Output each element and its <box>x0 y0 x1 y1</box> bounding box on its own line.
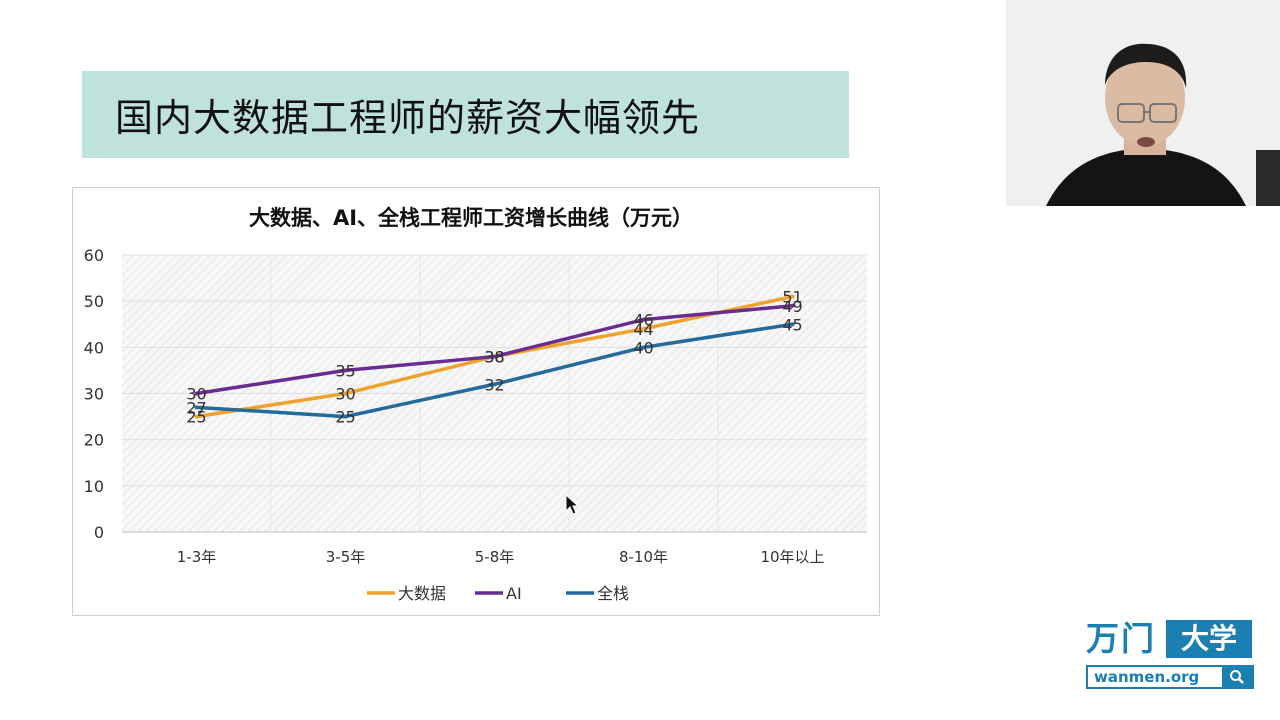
data-point <box>641 326 646 331</box>
data-point <box>790 322 795 327</box>
legend-item: 全栈 <box>566 584 629 603</box>
data-point <box>641 317 646 322</box>
data-label: 44 <box>633 320 653 339</box>
chart-svg: 大数据、AI、全栈工程师工资增长曲线（万元） 0 10 20 30 40 50 60 1-3年… <box>84 206 867 603</box>
data-label: 35 <box>335 361 355 380</box>
data-point <box>194 414 199 419</box>
slide-title: 国内大数据工程师的薪资大幅领先 <box>115 96 701 140</box>
logo-badge: 大学 <box>1166 620 1252 658</box>
y-tick-label: 0 <box>94 523 104 542</box>
data-label: 38 <box>484 348 504 367</box>
slide-title-banner: 国内大数据工程师的薪资大幅领先 <box>82 71 849 158</box>
data-point <box>194 405 199 410</box>
data-point <box>343 368 348 373</box>
data-label: 25 <box>335 408 355 427</box>
legend-item: AI <box>475 584 522 603</box>
presenter-image <box>1006 0 1280 206</box>
data-point <box>194 391 199 396</box>
x-tick-label: 5-8年 <box>475 548 515 566</box>
data-label: 46 <box>633 311 653 330</box>
data-point <box>492 354 497 359</box>
wanmen-logo: 万门 大学 wanmen.org <box>1086 620 1254 694</box>
y-tick-label: 10 <box>84 477 104 496</box>
webcam-feed <box>1006 0 1280 206</box>
y-tick-label: 40 <box>84 338 104 357</box>
y-tick-label: 60 <box>84 246 104 265</box>
data-label: 51 <box>782 288 802 307</box>
data-point <box>343 391 348 396</box>
data-point <box>492 382 497 387</box>
data-point <box>790 303 795 308</box>
x-tick-label: 1-3年 <box>177 548 217 566</box>
y-tick-label: 50 <box>84 292 104 311</box>
logo-glyph: 万门 <box>1086 619 1156 658</box>
legend-label: AI <box>506 584 522 603</box>
legend-label: 大数据 <box>398 584 446 603</box>
x-tick-label: 10年以上 <box>760 548 824 566</box>
logo-url-bar: wanmen.org <box>1086 665 1254 689</box>
data-point <box>790 294 795 299</box>
x-tick-label: 3-5年 <box>326 548 366 566</box>
search-icon <box>1222 667 1252 687</box>
data-point <box>343 414 348 419</box>
legend-label: 全栈 <box>597 584 629 603</box>
data-label: 38 <box>484 348 504 367</box>
x-tick-label: 8-10年 <box>619 548 668 566</box>
data-label: 27 <box>186 398 206 417</box>
line-chart: 大数据、AI、全栈工程师工资增长曲线（万元） 0 10 20 30 40 50 60 1-3年… <box>72 187 880 616</box>
data-label: 30 <box>335 385 355 404</box>
data-label: 32 <box>484 375 504 394</box>
logo-url: wanmen.org <box>1094 668 1200 686</box>
chart-title: 大数据、AI、全栈工程师工资增长曲线（万元） <box>249 206 693 230</box>
y-tick-label: 30 <box>84 385 104 404</box>
data-label: 25 <box>186 408 206 427</box>
y-tick-label: 20 <box>84 431 104 450</box>
data-label: 49 <box>782 297 802 316</box>
cursor-arrow-icon <box>565 493 580 515</box>
data-label: 45 <box>782 315 802 334</box>
data-label: 40 <box>633 338 653 357</box>
data-label: 30 <box>186 385 206 404</box>
legend-item: 大数据 <box>367 584 446 603</box>
data-point <box>641 345 646 350</box>
